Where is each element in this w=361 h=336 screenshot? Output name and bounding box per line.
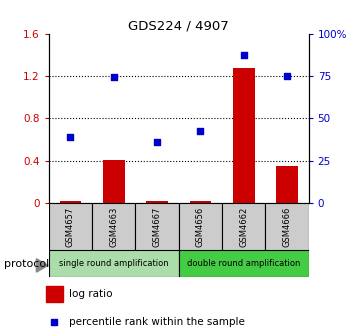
Text: protocol: protocol	[4, 259, 49, 269]
Bar	[146, 201, 168, 203]
Bar	[92, 203, 135, 250]
Bar	[179, 203, 222, 250]
Point	[68, 134, 73, 140]
Text: GSM4667: GSM4667	[153, 207, 161, 247]
Bar	[190, 201, 211, 203]
Text: GSM4662: GSM4662	[239, 207, 248, 247]
Text: GSM4657: GSM4657	[66, 207, 75, 247]
Point	[197, 128, 203, 134]
Polygon shape	[36, 259, 48, 272]
Point	[154, 140, 160, 145]
Point	[111, 74, 117, 80]
Text: GSM4666: GSM4666	[283, 207, 291, 247]
Bar	[103, 160, 125, 203]
Bar	[60, 201, 81, 203]
Bar	[179, 250, 309, 277]
Text: single round amplification: single round amplification	[59, 259, 169, 268]
Bar	[276, 166, 298, 203]
Bar	[49, 250, 179, 277]
Bar	[233, 68, 255, 203]
Point	[284, 73, 290, 79]
Text: GSM4656: GSM4656	[196, 207, 205, 247]
Text: double round amplification: double round amplification	[187, 259, 300, 268]
Bar	[45, 286, 63, 302]
Bar	[135, 203, 179, 250]
Text: GSM4663: GSM4663	[109, 207, 118, 247]
Point	[51, 320, 57, 325]
Title: GDS224 / 4907: GDS224 / 4907	[128, 19, 229, 33]
Bar	[222, 203, 265, 250]
Bar	[49, 203, 92, 250]
Bar	[265, 203, 309, 250]
Point	[241, 52, 247, 57]
Text: percentile rank within the sample: percentile rank within the sample	[69, 318, 245, 328]
Text: log ratio: log ratio	[69, 289, 113, 299]
